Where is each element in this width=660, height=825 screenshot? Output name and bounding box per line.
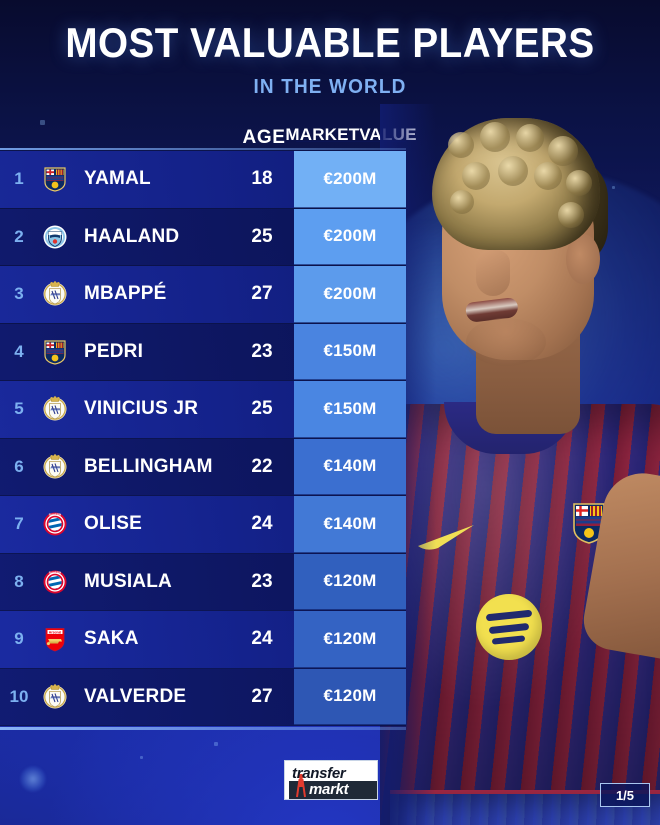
player-market-value: €200M xyxy=(294,151,406,208)
club-crest-bayern-munich-icon: BAYERN xyxy=(38,509,72,539)
table-row[interactable]: 1 YAMAL 18 €200M xyxy=(0,151,406,209)
transfermarkt-logo: transfer markt xyxy=(284,760,378,800)
player-market-value: €150M xyxy=(294,381,406,438)
club-crest-fc-barcelona-icon xyxy=(38,337,72,367)
rank-number: 5 xyxy=(14,399,24,419)
player-market-value: €140M xyxy=(294,438,406,495)
table-row[interactable]: 7 BAYERN OLISE 24 €140M xyxy=(0,496,406,554)
fc-barcelona-kit-crest-icon xyxy=(573,503,605,544)
player-age: 22 xyxy=(251,455,273,477)
player-name: VINICIUS JR xyxy=(84,398,199,420)
transfermarkt-logo-line1: transfer xyxy=(292,765,346,782)
player-nose xyxy=(476,250,510,296)
table-row[interactable]: 10 VALVERDE 27 €120M xyxy=(0,668,406,726)
column-header-market-value-line1: MARKET xyxy=(285,125,360,144)
player-chin xyxy=(466,318,546,366)
rank-number: 10 xyxy=(9,686,29,706)
club-crest-real-madrid-icon xyxy=(38,279,72,309)
svg-text:BAYERN: BAYERN xyxy=(49,570,61,574)
player-name: BELLINGHAM xyxy=(84,455,213,477)
player-name: HAALAND xyxy=(84,225,180,247)
player-age: 23 xyxy=(251,340,273,362)
club-crest-real-madrid-icon xyxy=(38,682,72,712)
rank-number: 8 xyxy=(14,571,24,591)
table-row[interactable]: 9 Arsenal SAKA 24 €120M xyxy=(0,611,406,669)
table-top-rule xyxy=(0,148,406,150)
table-row[interactable]: 5 VINICIUS JR 25 €150M xyxy=(0,381,406,439)
table-row[interactable]: 8 BAYERN MUSIALA 23 €120M xyxy=(0,553,406,611)
table-row[interactable]: 3 MBAPPÉ 27 €200M xyxy=(0,266,406,324)
table-bottom-rule xyxy=(0,727,406,730)
background-orb xyxy=(20,766,46,792)
player-market-value: €140M xyxy=(294,496,406,553)
page-indicator: 1/5 xyxy=(600,783,650,807)
player-name: VALVERDE xyxy=(84,685,187,707)
player-age: 27 xyxy=(251,685,273,707)
rank-number: 1 xyxy=(14,169,24,189)
rank-number: 7 xyxy=(14,514,24,534)
player-market-value: €200M xyxy=(294,208,406,265)
rank-number: 9 xyxy=(14,629,24,649)
transfermarkt-figure-icon xyxy=(296,773,306,798)
player-age: 24 xyxy=(251,628,273,650)
player-market-value: €120M xyxy=(294,553,406,610)
player-name: MBAPPÉ xyxy=(84,283,167,305)
club-crest-real-madrid-icon xyxy=(38,394,72,424)
club-crest-arsenal-icon: Arsenal xyxy=(38,624,72,654)
rank-number: 6 xyxy=(14,456,24,476)
player-market-value: €120M xyxy=(294,668,406,725)
club-crest-bayern-munich-icon: BAYERN xyxy=(38,567,72,597)
transfermarkt-logo-line2: markt xyxy=(309,781,349,798)
page-subtitle: IN THE WORLD xyxy=(253,76,407,98)
rank-number: 2 xyxy=(14,226,24,246)
player-market-value: €200M xyxy=(294,266,406,323)
spotify-logo-icon xyxy=(476,594,542,660)
player-market-value: €120M xyxy=(294,611,406,668)
player-name: OLISE xyxy=(84,513,143,535)
table-row[interactable]: 2 HAALAND 25 €200M xyxy=(0,208,406,266)
player-age: 25 xyxy=(251,398,273,420)
rank-number: 4 xyxy=(14,341,24,361)
svg-text:BAYERN: BAYERN xyxy=(49,513,61,517)
player-age: 23 xyxy=(251,570,273,592)
player-age: 18 xyxy=(251,168,273,190)
player-name: PEDRI xyxy=(84,340,144,362)
table-row[interactable]: 4 PEDRI 23 €150M xyxy=(0,323,406,381)
rankings-table: 1 YAMAL 18 €200M 2 HAALAND 25 €200M 3 xyxy=(0,151,406,726)
player-name: SAKA xyxy=(84,628,139,650)
player-name: YAMAL xyxy=(84,168,151,190)
player-hair xyxy=(432,118,600,250)
player-market-value: €150M xyxy=(294,323,406,380)
table-row[interactable]: 6 BELLINGHAM 22 €140M xyxy=(0,438,406,496)
page-title: MOST VALUABLE PLAYERS xyxy=(65,19,595,66)
player-name: MUSIALA xyxy=(84,570,172,592)
club-crest-manchester-city-icon xyxy=(38,222,72,252)
column-header-age: AGE xyxy=(242,127,286,148)
player-age: 25 xyxy=(251,225,273,247)
player-age: 27 xyxy=(251,283,273,305)
club-crest-real-madrid-icon xyxy=(38,452,72,482)
player-age: 24 xyxy=(251,513,273,535)
player-photo xyxy=(380,104,660,825)
svg-text:Arsenal: Arsenal xyxy=(49,631,61,635)
club-crest-fc-barcelona-icon xyxy=(38,164,72,194)
rank-number: 3 xyxy=(14,284,24,304)
